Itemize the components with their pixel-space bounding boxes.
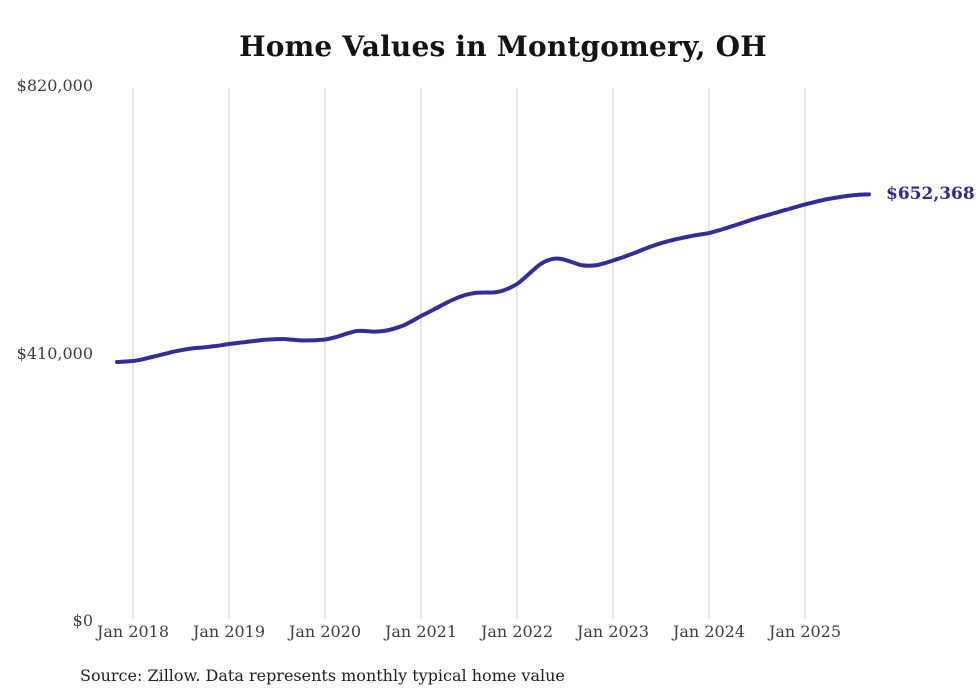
latest-value-label: $652,368 [886,184,975,205]
source-note: Source: Zillow. Data represents monthly … [80,666,565,685]
chart-title: Home Values in Montgomery, OH [239,30,767,63]
home-value-line-series [115,192,871,364]
y-tick-410000: $410,000 [16,343,93,363]
y-tick-820000: $820,000 [16,76,93,95]
x-tick-jan-2019: Jan 2019 [192,622,266,641]
x-tick-jan-2018: Jan 2018 [96,622,170,641]
x-tick-jan-2024: Jan 2024 [672,622,746,641]
x-tick-jan-2020: Jan 2020 [288,622,362,641]
x-tick-jan-2025: Jan 2025 [768,622,842,641]
x-tick-jan-2023: Jan 2023 [576,622,650,641]
x-tick-jan-2021: Jan 2021 [384,622,458,641]
x-tick-jan-2022: Jan 2022 [480,622,554,641]
y-tick-0: $0 [72,611,93,630]
